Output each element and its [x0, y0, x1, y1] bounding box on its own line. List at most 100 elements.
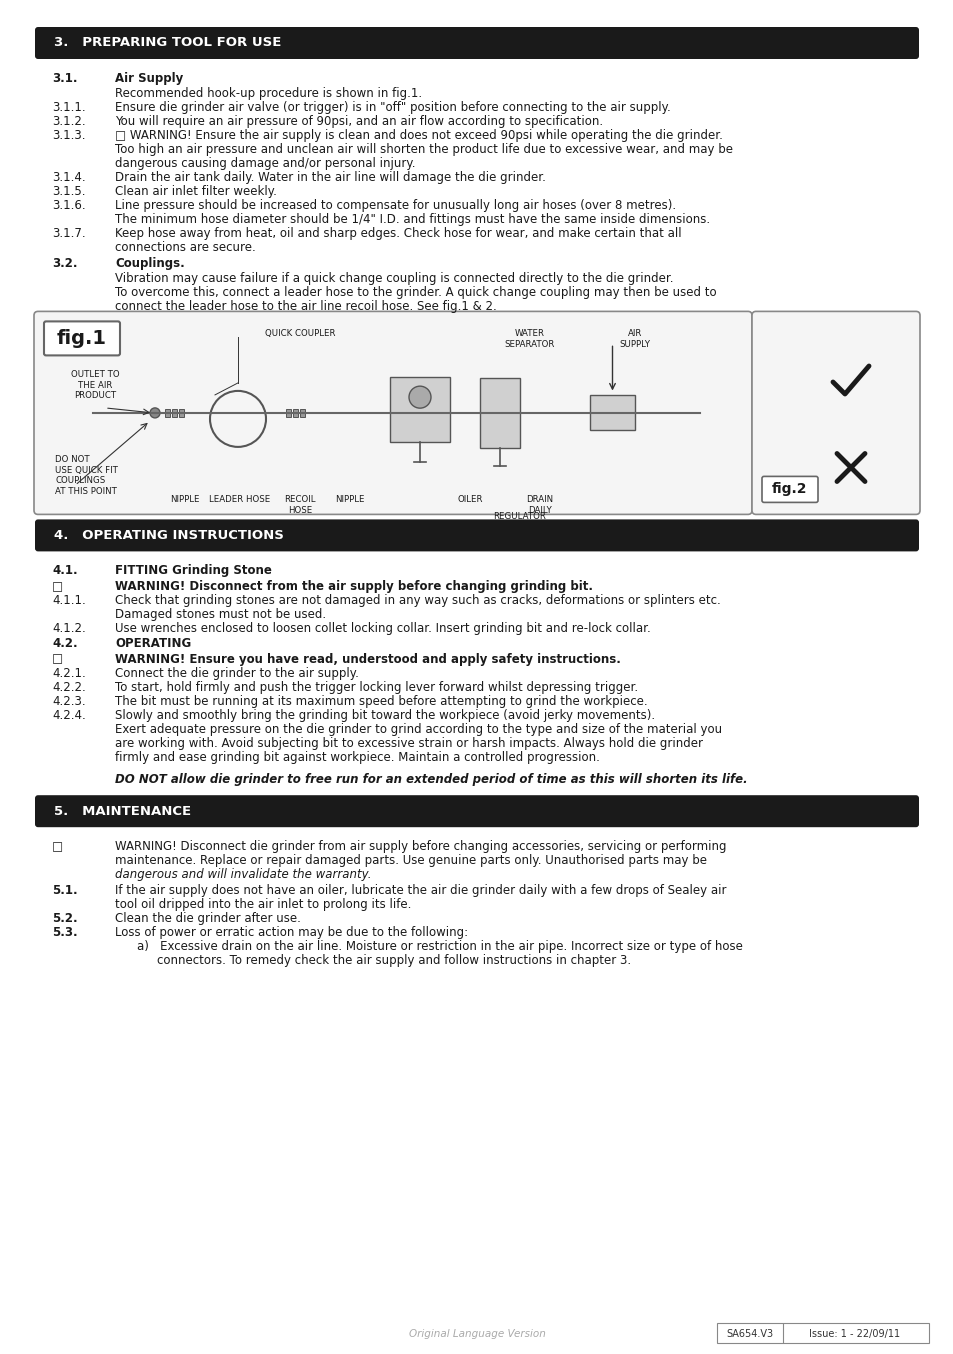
- Text: connectors. To remedy check the air supply and follow instructions in chapter 3.: connectors. To remedy check the air supp…: [157, 953, 631, 967]
- Text: Issue: 1 - 22/09/11: Issue: 1 - 22/09/11: [808, 1330, 900, 1339]
- Text: Line pressure should be increased to compensate for unusually long air hoses (ov: Line pressure should be increased to com…: [115, 199, 676, 213]
- FancyBboxPatch shape: [751, 311, 919, 515]
- Text: Too high an air pressure and unclean air will shorten the product life due to ex: Too high an air pressure and unclean air…: [115, 144, 732, 157]
- Text: Recommended hook-up procedure is shown in fig.1.: Recommended hook-up procedure is shown i…: [115, 88, 421, 100]
- Text: 4.   OPERATING INSTRUCTIONS: 4. OPERATING INSTRUCTIONS: [54, 529, 284, 542]
- Bar: [286, 409, 291, 417]
- Text: 3.1.: 3.1.: [52, 72, 77, 85]
- Text: 3.1.1.: 3.1.1.: [52, 102, 86, 114]
- Text: Vibration may cause failure if a quick change coupling is connected directly to : Vibration may cause failure if a quick c…: [115, 272, 673, 286]
- Text: Loss of power or erratic action may be due to the following:: Loss of power or erratic action may be d…: [115, 926, 468, 938]
- Text: 4.2.1.: 4.2.1.: [52, 666, 86, 680]
- Text: You will require an air pressure of 90psi, and an air flow according to specific: You will require an air pressure of 90ps…: [115, 115, 602, 129]
- FancyBboxPatch shape: [717, 1323, 928, 1343]
- Text: WARNING! Ensure you have read, understood and apply safety instructions.: WARNING! Ensure you have read, understoo…: [115, 653, 620, 666]
- Text: Connect the die grinder to the air supply.: Connect the die grinder to the air suppl…: [115, 666, 358, 680]
- Text: 4.1.: 4.1.: [52, 565, 77, 577]
- Text: fig.1: fig.1: [57, 329, 107, 348]
- Text: Keep hose away from heat, oil and sharp edges. Check hose for wear, and make cer: Keep hose away from heat, oil and sharp …: [115, 227, 680, 241]
- Text: Ensure die grinder air valve (or trigger) is in "off" position before connecting: Ensure die grinder air valve (or trigger…: [115, 102, 670, 114]
- Text: connections are secure.: connections are secure.: [115, 241, 255, 255]
- Text: connect the leader hose to the air line recoil hose. See fig.1 & 2.: connect the leader hose to the air line …: [115, 301, 497, 313]
- Text: WARNING! Disconnect from the air supply before changing grinding bit.: WARNING! Disconnect from the air supply …: [115, 580, 593, 593]
- Text: QUICK COUPLER: QUICK COUPLER: [265, 329, 335, 338]
- Text: 3.1.3.: 3.1.3.: [52, 130, 86, 142]
- Text: 4.1.2.: 4.1.2.: [52, 621, 86, 635]
- Text: OILER: OILER: [456, 496, 482, 505]
- Text: are working with. Avoid subjecting bit to excessive strain or harsh impacts. Alw: are working with. Avoid subjecting bit t…: [115, 737, 702, 750]
- Text: Original Language Version: Original Language Version: [408, 1330, 545, 1339]
- Text: AIR
SUPPLY: AIR SUPPLY: [618, 329, 650, 349]
- Text: 3.1.4.: 3.1.4.: [52, 172, 86, 184]
- Text: DO NOT
USE QUICK FIT
COUPLINGS
AT THIS POINT: DO NOT USE QUICK FIT COUPLINGS AT THIS P…: [55, 455, 118, 496]
- Bar: [390, 378, 450, 443]
- Text: Use wrenches enclosed to loosen collet locking collar. Insert grinding bit and r: Use wrenches enclosed to loosen collet l…: [115, 621, 650, 635]
- Text: 4.2.4.: 4.2.4.: [52, 708, 86, 722]
- Text: SA654.V3: SA654.V3: [725, 1330, 773, 1339]
- Bar: [293, 409, 297, 417]
- Text: 5.   MAINTENANCE: 5. MAINTENANCE: [54, 804, 191, 818]
- Text: If the air supply does not have an oiler, lubricate the air die grinder daily wi: If the air supply does not have an oiler…: [115, 884, 726, 896]
- Bar: [299, 409, 305, 417]
- FancyBboxPatch shape: [44, 321, 120, 355]
- Text: tool oil dripped into the air inlet to prolong its life.: tool oil dripped into the air inlet to p…: [115, 898, 411, 911]
- Text: FITTING Grinding Stone: FITTING Grinding Stone: [115, 565, 272, 577]
- Text: 3.1.6.: 3.1.6.: [52, 199, 86, 213]
- Text: 5.3.: 5.3.: [52, 926, 77, 938]
- Text: Drain the air tank daily. Water in the air line will damage the die grinder.: Drain the air tank daily. Water in the a…: [115, 172, 545, 184]
- Text: □: □: [52, 653, 63, 666]
- Text: Exert adequate pressure on the die grinder to grind according to the type and si: Exert adequate pressure on the die grind…: [115, 723, 721, 735]
- Text: maintenance. Replace or repair damaged parts. Use genuine parts only. Unauthoris: maintenance. Replace or repair damaged p…: [115, 854, 706, 867]
- Text: 4.2.: 4.2.: [52, 638, 77, 650]
- Text: 3.   PREPARING TOOL FOR USE: 3. PREPARING TOOL FOR USE: [54, 37, 281, 50]
- Text: □: □: [52, 841, 63, 853]
- Text: The bit must be running at its maximum speed before attempting to grind the work: The bit must be running at its maximum s…: [115, 695, 647, 708]
- Text: □: □: [52, 580, 63, 593]
- Text: DRAIN
DAILY: DRAIN DAILY: [526, 496, 553, 515]
- FancyBboxPatch shape: [34, 311, 751, 515]
- Circle shape: [150, 408, 160, 418]
- Text: Slowly and smoothly bring the grinding bit toward the workpiece (avoid jerky mov: Slowly and smoothly bring the grinding b…: [115, 708, 655, 722]
- Text: firmly and ease grinding bit against workpiece. Maintain a controlled progressio: firmly and ease grinding bit against wor…: [115, 750, 599, 764]
- Text: To start, hold firmly and push the trigger locking lever forward whilst depressi: To start, hold firmly and push the trigg…: [115, 681, 638, 693]
- Bar: [179, 409, 184, 417]
- Text: Clean air inlet filter weekly.: Clean air inlet filter weekly.: [115, 185, 276, 199]
- Text: OUTLET TO
THE AIR
PRODUCT: OUTLET TO THE AIR PRODUCT: [71, 371, 119, 401]
- Text: NIPPLE: NIPPLE: [170, 496, 199, 505]
- Text: Clean the die grinder after use.: Clean the die grinder after use.: [115, 911, 300, 925]
- Text: □ WARNING! Ensure the air supply is clean and does not exceed 90psi while operat: □ WARNING! Ensure the air supply is clea…: [115, 130, 722, 142]
- FancyBboxPatch shape: [35, 520, 918, 551]
- Text: 4.2.2.: 4.2.2.: [52, 681, 86, 693]
- Text: The minimum hose diameter should be 1/4" I.D. and fittings must have the same in: The minimum hose diameter should be 1/4"…: [115, 214, 709, 226]
- Text: 5.1.: 5.1.: [52, 884, 77, 896]
- Text: 5.2.: 5.2.: [52, 911, 77, 925]
- Bar: [172, 409, 177, 417]
- Bar: [589, 395, 635, 431]
- Text: Damaged stones must not be used.: Damaged stones must not be used.: [115, 608, 326, 620]
- Text: 3.2.: 3.2.: [52, 257, 77, 269]
- Text: DO NOT allow die grinder to free run for an extended period of time as this will: DO NOT allow die grinder to free run for…: [115, 773, 747, 787]
- Circle shape: [409, 386, 431, 408]
- Text: 4.1.1.: 4.1.1.: [52, 594, 86, 607]
- Text: WARNING! Disconnect die grinder from air supply before changing accessories, ser: WARNING! Disconnect die grinder from air…: [115, 841, 726, 853]
- FancyBboxPatch shape: [35, 795, 918, 827]
- Bar: [479, 378, 519, 448]
- Text: dangerous causing damage and/or personal injury.: dangerous causing damage and/or personal…: [115, 157, 416, 171]
- Text: OPERATING: OPERATING: [115, 638, 191, 650]
- Text: Couplings.: Couplings.: [115, 257, 185, 269]
- Text: WATER
SEPARATOR: WATER SEPARATOR: [504, 329, 555, 349]
- Text: REGULATOR: REGULATOR: [493, 512, 546, 521]
- Text: LEADER HOSE: LEADER HOSE: [209, 496, 271, 505]
- Text: a)   Excessive drain on the air line. Moisture or restriction in the air pipe. I: a) Excessive drain on the air line. Mois…: [137, 940, 742, 953]
- Text: 3.1.7.: 3.1.7.: [52, 227, 86, 241]
- Text: 4.2.3.: 4.2.3.: [52, 695, 86, 708]
- Text: Air Supply: Air Supply: [115, 72, 183, 85]
- Text: NIPPLE: NIPPLE: [335, 496, 364, 505]
- Bar: [165, 409, 170, 417]
- Text: RECOIL
HOSE: RECOIL HOSE: [284, 496, 315, 515]
- Text: Check that grinding stones are not damaged in any way such as cracks, deformatio: Check that grinding stones are not damag…: [115, 594, 720, 607]
- FancyBboxPatch shape: [35, 27, 918, 60]
- FancyBboxPatch shape: [761, 477, 817, 502]
- Text: 3.1.2.: 3.1.2.: [52, 115, 86, 129]
- Text: 3.1.5.: 3.1.5.: [52, 185, 86, 199]
